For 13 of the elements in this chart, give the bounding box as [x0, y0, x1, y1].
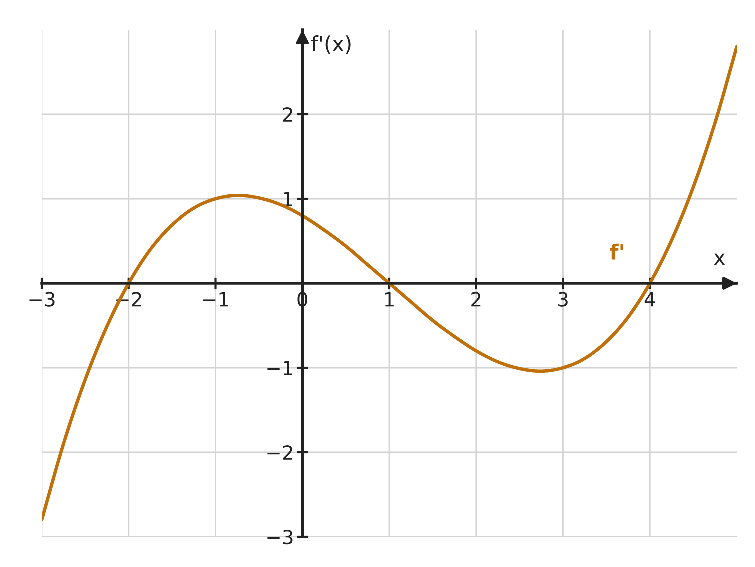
x-axis-title: x [714, 254, 726, 266]
x-tick-label: 3 [558, 292, 568, 307]
series-label: f' [610, 244, 624, 260]
x-tick-label: −3 [30, 292, 55, 307]
y-tick-label: −1 [268, 361, 292, 376]
x-tick-label: 1 [385, 292, 394, 307]
y-axis-title: f'(x) [311, 36, 351, 54]
y-tick-label: 2 [283, 107, 292, 122]
x-tick-label: 2 [472, 292, 481, 307]
x-tick-label: 4 [644, 292, 656, 307]
x-tick-label: −1 [203, 292, 228, 307]
y-tick-label: −2 [268, 445, 292, 460]
y-tick-label: −3 [268, 530, 293, 545]
